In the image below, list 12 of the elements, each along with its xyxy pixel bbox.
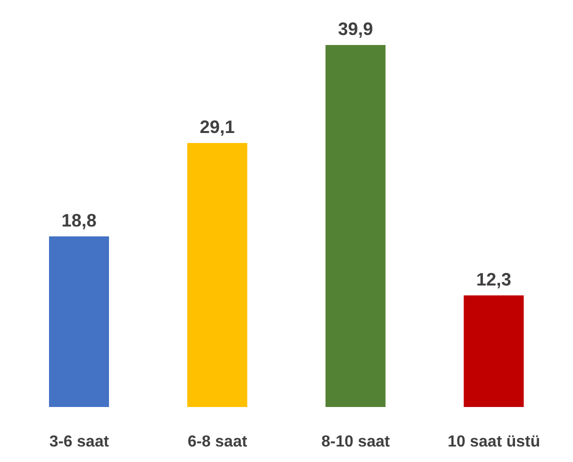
bar: [187, 142, 248, 407]
x-tick-label: 3-6 saat: [49, 433, 110, 450]
data-label: 18,8: [61, 210, 97, 230]
bar: [464, 295, 524, 407]
data-label: 12,3: [476, 269, 512, 290]
data-label: 29,1: [200, 116, 235, 137]
x-tick-label: 6-8 saat: [188, 433, 248, 450]
x-tick-label: 10 saat üstü: [448, 433, 540, 450]
bar: [326, 45, 386, 407]
bar: [49, 236, 109, 407]
x-tick-label: 8-10 saat: [321, 433, 391, 450]
data-label: 39,9: [338, 19, 374, 39]
